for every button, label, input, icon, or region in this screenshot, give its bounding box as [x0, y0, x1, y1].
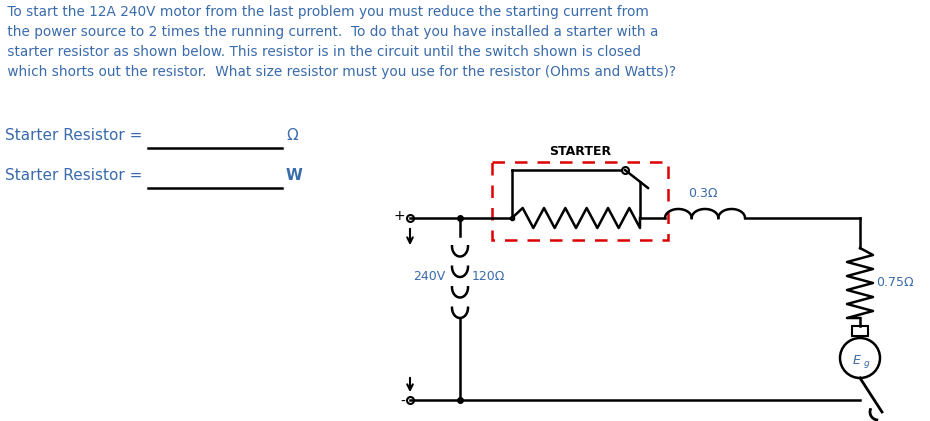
Text: 0.75Ω: 0.75Ω [876, 277, 913, 290]
Text: Starter Resistor =: Starter Resistor = [5, 168, 142, 183]
Text: -: - [400, 395, 405, 409]
Text: 120Ω: 120Ω [472, 271, 505, 283]
Text: Starter Resistor =: Starter Resistor = [5, 128, 142, 143]
Text: +: + [393, 209, 405, 223]
Text: To start the 12A 240V motor from the last problem you must reduce the starting c: To start the 12A 240V motor from the las… [3, 5, 676, 79]
Bar [852, 326, 868, 336]
Text: E: E [853, 354, 861, 367]
Text: g: g [864, 360, 870, 368]
Text: 240V: 240V [413, 271, 445, 283]
Text: 0.3Ω: 0.3Ω [688, 187, 718, 200]
Text: STARTER: STARTER [549, 145, 611, 158]
Text: W: W [286, 168, 303, 183]
Text: Ω: Ω [286, 128, 298, 143]
